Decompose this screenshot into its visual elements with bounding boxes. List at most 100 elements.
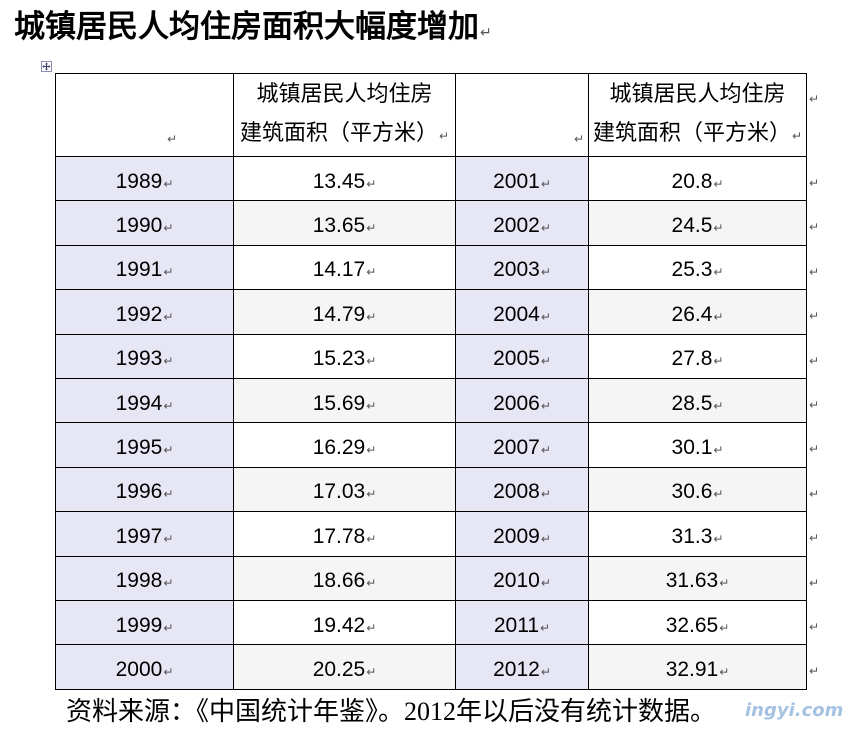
paragraph-mark-icon: ↵: [163, 265, 174, 280]
header-cell-housing-area[interactable]: 城镇居民人均住房 建筑面积（平方米）↵: [233, 73, 456, 157]
area-value: 14.79: [312, 302, 366, 326]
year-cell[interactable]: 1992↵: [55, 289, 234, 335]
header-cell-empty[interactable]: ↵: [55, 73, 234, 157]
cell-content: 1998↵: [116, 569, 174, 593]
year-cell[interactable]: 1991↵: [55, 244, 234, 291]
end-of-row-mark-icon: ↵: [809, 575, 820, 590]
year-value: 2011: [493, 613, 540, 637]
area-cell[interactable]: 31.63↵ ↵: [588, 555, 819, 601]
end-of-row-mark-icon: ↵: [809, 309, 820, 324]
paragraph-mark-icon: ↵: [163, 398, 174, 413]
area-cell[interactable]: 28.5↵ ↵: [588, 377, 819, 424]
area-cell[interactable]: 32.65↵ ↵: [588, 599, 819, 646]
year-cell[interactable]: 2012↵: [455, 644, 589, 690]
paragraph-mark-icon: ↵: [713, 265, 724, 280]
area-value: 28.5: [671, 391, 713, 415]
year-cell[interactable]: 2008↵: [455, 466, 589, 513]
year-cell[interactable]: 1996↵: [55, 466, 234, 513]
cell-content: 17.78↵: [313, 525, 377, 549]
end-of-row-mark-icon: ↵: [809, 176, 820, 190]
year-cell[interactable]: 1999↵: [55, 599, 234, 646]
table-body: ↵ 城镇居民人均住房 建筑面积（平方米）↵ ↵ 城镇居民人均住房 建筑面积（平方…: [55, 73, 819, 690]
paragraph-mark-icon: ↵: [540, 354, 551, 369]
year-cell[interactable]: 2010↵: [455, 555, 589, 601]
area-cell[interactable]: 19.42↵: [233, 599, 456, 646]
area-value: 15.69: [312, 391, 366, 415]
cell-content: 1999↵: [116, 614, 174, 638]
year-cell[interactable]: 2005↵: [455, 333, 589, 379]
paragraph-mark-icon: ↵: [540, 398, 551, 413]
area-cell[interactable]: 16.29↵: [233, 422, 456, 468]
year-cell[interactable]: 2007↵: [455, 422, 589, 468]
cell-content: 1994↵: [116, 392, 174, 416]
year-cell[interactable]: 2000↵: [55, 644, 234, 690]
cell-content: 2001↵: [493, 170, 551, 194]
paragraph-mark-icon: ↵: [366, 664, 377, 679]
area-value: 24.5: [671, 214, 713, 238]
area-cell[interactable]: 17.78↵: [233, 511, 456, 557]
table-row: 1997↵ 17.78↵ 2009↵ 31.3↵ ↵: [55, 511, 819, 557]
year-cell[interactable]: 2003↵: [455, 244, 589, 291]
paragraph-mark-icon: ↵: [163, 620, 174, 635]
table-row: 1989↵ 13.45↵ 2001↵ 20.8↵ ↵: [55, 155, 819, 202]
paragraph-mark-icon: ↵: [540, 176, 551, 191]
cell-content: 18.66↵: [313, 569, 377, 593]
document-title: 城镇居民人均住房面积大幅度增加↵: [14, 8, 492, 52]
area-cell[interactable]: 18.66↵: [233, 555, 456, 601]
area-cell[interactable]: 14.17↵: [233, 244, 456, 291]
area-cell[interactable]: 27.8↵ ↵: [588, 333, 819, 379]
area-cell[interactable]: 26.4↵ ↵: [588, 289, 819, 335]
paragraph-mark-icon: ↵: [713, 398, 724, 413]
area-cell[interactable]: 17.03↵: [233, 466, 456, 513]
area-cell[interactable]: 31.3↵ ↵: [588, 511, 819, 557]
cell-content: 2003↵: [493, 258, 551, 282]
year-cell[interactable]: 2006↵: [455, 377, 589, 424]
paragraph-mark-icon: ↵: [713, 354, 724, 369]
paragraph-mark-icon: ↵: [480, 25, 492, 41]
source-footnote: 资料来源：《中国统计年鉴》。2012年以后没有统计数据。: [66, 697, 717, 726]
year-value: 2012: [493, 657, 540, 681]
area-cell[interactable]: 20.25↵: [233, 644, 456, 690]
paragraph-mark-icon: ↵: [719, 576, 730, 591]
cell-content: 1991↵: [116, 258, 174, 282]
cell-content: 20.8↵: [672, 170, 724, 194]
year-cell[interactable]: 2009↵: [455, 511, 589, 557]
table-row: 1995↵ 16.29↵ 2007↵ 30.1↵ ↵: [55, 422, 819, 468]
year-cell[interactable]: 1989↵: [55, 155, 234, 202]
year-cell[interactable]: 1994↵: [55, 377, 234, 424]
year-cell[interactable]: 2004↵: [455, 289, 589, 335]
header-cell-empty[interactable]: ↵: [455, 73, 589, 157]
area-value: 32.65: [665, 613, 719, 637]
area-cell[interactable]: 30.6↵ ↵: [588, 466, 819, 513]
area-cell[interactable]: 30.1↵ ↵: [588, 422, 819, 468]
table-move-handle-icon[interactable]: [41, 61, 52, 72]
area-cell[interactable]: 25.3↵ ↵: [588, 244, 819, 291]
area-cell[interactable]: 15.23↵: [233, 333, 456, 379]
area-cell[interactable]: 13.45↵: [233, 155, 456, 202]
year-cell[interactable]: 1997↵: [55, 511, 234, 557]
year-cell[interactable]: 1993↵: [55, 333, 234, 379]
area-cell[interactable]: 24.5↵ ↵: [588, 200, 819, 246]
year-cell[interactable]: 1995↵: [55, 422, 234, 468]
area-cell[interactable]: 13.65↵: [233, 200, 456, 246]
table-row: 1990↵ 13.65↵ 2002↵ 24.5↵ ↵: [55, 200, 819, 246]
area-value: 27.8: [671, 347, 713, 371]
header-cell-housing-area[interactable]: 城镇居民人均住房 建筑面积（平方米）↵ ↵: [588, 73, 819, 157]
cell-content: 2008↵: [493, 480, 551, 504]
area-cell[interactable]: 32.91↵ ↵: [588, 644, 819, 690]
year-cell[interactable]: 1990↵: [55, 200, 234, 246]
year-cell[interactable]: 2011↵: [455, 599, 589, 646]
paragraph-mark-icon: ↵: [163, 309, 174, 324]
area-cell[interactable]: 15.69↵: [233, 377, 456, 424]
area-cell[interactable]: 14.79↵: [233, 289, 456, 335]
header-label-line-1: 城镇居民人均住房: [256, 81, 433, 106]
year-cell[interactable]: 2001↵: [455, 155, 589, 202]
cell-content: 1993↵: [116, 347, 174, 371]
area-value: 26.4: [671, 302, 713, 326]
year-cell[interactable]: 2002↵: [455, 200, 589, 246]
area-cell[interactable]: 20.8↵ ↵: [588, 155, 819, 202]
area-value: 25.3: [671, 258, 713, 282]
year-cell[interactable]: 1998↵: [55, 555, 234, 601]
paragraph-mark-icon: ↵: [713, 221, 724, 236]
end-of-row-mark-icon: ↵: [809, 264, 820, 279]
